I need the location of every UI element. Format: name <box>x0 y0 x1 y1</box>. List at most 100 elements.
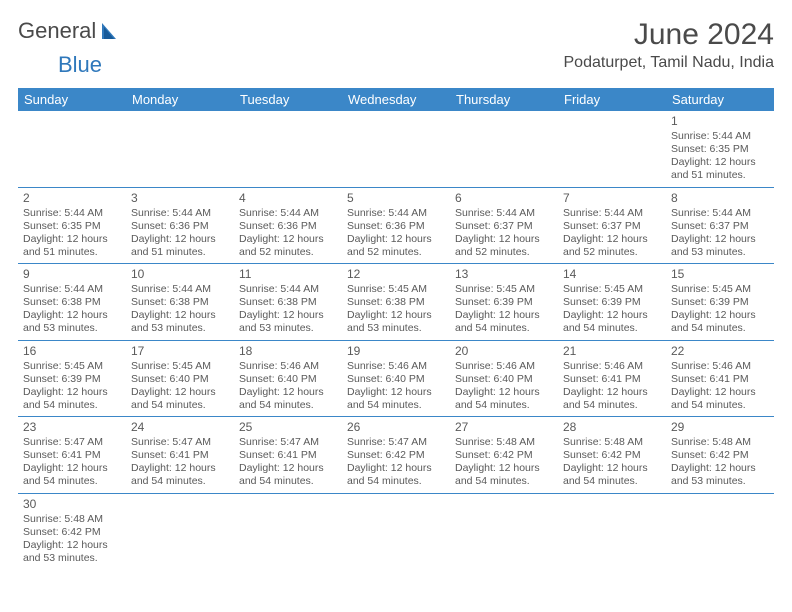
day-info-line: Sunset: 6:36 PM <box>131 220 229 233</box>
day-info-line: and 54 minutes. <box>671 399 769 412</box>
calendar-empty-cell <box>666 494 774 570</box>
day-info-line: Sunrise: 5:44 AM <box>563 207 661 220</box>
day-info-line: Daylight: 12 hours <box>563 309 661 322</box>
day-info-line: and 51 minutes. <box>131 246 229 259</box>
calendar: Sunday Monday Tuesday Wednesday Thursday… <box>18 88 774 569</box>
day-info-line: Sunset: 6:38 PM <box>347 296 445 309</box>
calendar-empty-cell <box>450 494 558 570</box>
day-info-line: Sunrise: 5:47 AM <box>239 436 337 449</box>
calendar-empty-cell <box>18 111 126 187</box>
day-info-line: Sunrise: 5:47 AM <box>347 436 445 449</box>
day-info-line: Sunset: 6:37 PM <box>563 220 661 233</box>
day-info-line: Daylight: 12 hours <box>455 233 553 246</box>
calendar-day-cell: 21Sunrise: 5:46 AMSunset: 6:41 PMDayligh… <box>558 341 666 417</box>
day-header: Thursday <box>450 88 558 111</box>
day-info-line: Daylight: 12 hours <box>347 233 445 246</box>
day-info-line: Sunrise: 5:44 AM <box>23 283 121 296</box>
day-number: 3 <box>131 191 229 206</box>
day-number: 25 <box>239 420 337 435</box>
day-info-line: and 52 minutes. <box>455 246 553 259</box>
day-info-line: and 54 minutes. <box>671 322 769 335</box>
day-info-line: and 53 minutes. <box>239 322 337 335</box>
day-info-line: Sunrise: 5:44 AM <box>671 207 769 220</box>
calendar-day-cell: 7Sunrise: 5:44 AMSunset: 6:37 PMDaylight… <box>558 188 666 264</box>
day-info-line: Daylight: 12 hours <box>455 386 553 399</box>
day-info-line: and 54 minutes. <box>23 399 121 412</box>
calendar-week-row: 30Sunrise: 5:48 AMSunset: 6:42 PMDayligh… <box>18 494 774 570</box>
sail-icon <box>100 21 122 44</box>
day-info-line: Sunset: 6:40 PM <box>455 373 553 386</box>
day-number: 13 <box>455 267 553 282</box>
day-info-line: Sunset: 6:39 PM <box>563 296 661 309</box>
day-info-line: Sunrise: 5:46 AM <box>563 360 661 373</box>
month-title: June 2024 <box>564 18 775 52</box>
day-number: 15 <box>671 267 769 282</box>
day-info-line: Sunset: 6:40 PM <box>131 373 229 386</box>
day-info-line: and 54 minutes. <box>347 475 445 488</box>
logo-text-blue: Blue <box>58 52 102 77</box>
day-info-line: Daylight: 12 hours <box>131 309 229 322</box>
day-info-line: and 54 minutes. <box>455 475 553 488</box>
day-info-line: Sunrise: 5:46 AM <box>239 360 337 373</box>
calendar-day-cell: 14Sunrise: 5:45 AMSunset: 6:39 PMDayligh… <box>558 264 666 340</box>
calendar-empty-cell <box>126 111 234 187</box>
day-info-line: Daylight: 12 hours <box>239 233 337 246</box>
calendar-day-cell: 29Sunrise: 5:48 AMSunset: 6:42 PMDayligh… <box>666 417 774 493</box>
calendar-week-row: 9Sunrise: 5:44 AMSunset: 6:38 PMDaylight… <box>18 264 774 341</box>
day-info-line: Sunrise: 5:47 AM <box>23 436 121 449</box>
day-info-line: Sunset: 6:36 PM <box>239 220 337 233</box>
day-info-line: Sunrise: 5:44 AM <box>239 207 337 220</box>
day-info-line: and 53 minutes. <box>347 322 445 335</box>
day-info-line: and 51 minutes. <box>671 169 769 182</box>
day-info-line: Daylight: 12 hours <box>23 462 121 475</box>
day-info-line: Sunset: 6:41 PM <box>131 449 229 462</box>
calendar-day-cell: 24Sunrise: 5:47 AMSunset: 6:41 PMDayligh… <box>126 417 234 493</box>
day-info-line: Sunset: 6:39 PM <box>455 296 553 309</box>
day-info-line: Daylight: 12 hours <box>563 386 661 399</box>
day-info-line: Daylight: 12 hours <box>23 309 121 322</box>
day-info-line: and 54 minutes. <box>455 399 553 412</box>
day-info-line: Sunset: 6:38 PM <box>131 296 229 309</box>
calendar-day-cell: 16Sunrise: 5:45 AMSunset: 6:39 PMDayligh… <box>18 341 126 417</box>
location: Podaturpet, Tamil Nadu, India <box>564 54 775 72</box>
calendar-day-cell: 22Sunrise: 5:46 AMSunset: 6:41 PMDayligh… <box>666 341 774 417</box>
calendar-week-row: 16Sunrise: 5:45 AMSunset: 6:39 PMDayligh… <box>18 341 774 418</box>
day-info-line: Daylight: 12 hours <box>23 386 121 399</box>
day-info-line: Daylight: 12 hours <box>671 156 769 169</box>
calendar-day-cell: 4Sunrise: 5:44 AMSunset: 6:36 PMDaylight… <box>234 188 342 264</box>
day-info-line: Sunset: 6:42 PM <box>455 449 553 462</box>
day-info-line: Daylight: 12 hours <box>347 309 445 322</box>
day-number: 21 <box>563 344 661 359</box>
day-info-line: Sunrise: 5:44 AM <box>23 207 121 220</box>
calendar-day-cell: 18Sunrise: 5:46 AMSunset: 6:40 PMDayligh… <box>234 341 342 417</box>
calendar-day-cell: 8Sunrise: 5:44 AMSunset: 6:37 PMDaylight… <box>666 188 774 264</box>
calendar-day-cell: 1Sunrise: 5:44 AMSunset: 6:35 PMDaylight… <box>666 111 774 187</box>
day-header: Friday <box>558 88 666 111</box>
day-info-line: and 54 minutes. <box>239 399 337 412</box>
day-number: 14 <box>563 267 661 282</box>
day-info-line: Sunrise: 5:44 AM <box>131 207 229 220</box>
day-info-line: Sunrise: 5:45 AM <box>455 283 553 296</box>
calendar-day-cell: 9Sunrise: 5:44 AMSunset: 6:38 PMDaylight… <box>18 264 126 340</box>
day-info-line: Sunrise: 5:48 AM <box>671 436 769 449</box>
day-info-line: and 53 minutes. <box>671 475 769 488</box>
day-info-line: Sunrise: 5:44 AM <box>347 207 445 220</box>
day-info-line: Daylight: 12 hours <box>239 386 337 399</box>
day-number: 10 <box>131 267 229 282</box>
day-info-line: and 54 minutes. <box>347 399 445 412</box>
calendar-day-cell: 12Sunrise: 5:45 AMSunset: 6:38 PMDayligh… <box>342 264 450 340</box>
day-number: 22 <box>671 344 769 359</box>
day-info-line: Daylight: 12 hours <box>347 462 445 475</box>
day-number: 4 <box>239 191 337 206</box>
day-info-line: Sunrise: 5:46 AM <box>455 360 553 373</box>
calendar-day-cell: 10Sunrise: 5:44 AMSunset: 6:38 PMDayligh… <box>126 264 234 340</box>
day-number: 2 <box>23 191 121 206</box>
calendar-day-cell: 23Sunrise: 5:47 AMSunset: 6:41 PMDayligh… <box>18 417 126 493</box>
day-info-line: Sunset: 6:39 PM <box>671 296 769 309</box>
day-info-line: Sunset: 6:42 PM <box>671 449 769 462</box>
day-info-line: Sunrise: 5:44 AM <box>131 283 229 296</box>
day-info-line: Sunset: 6:38 PM <box>23 296 121 309</box>
day-header: Sunday <box>18 88 126 111</box>
day-number: 7 <box>563 191 661 206</box>
calendar-header-row: Sunday Monday Tuesday Wednesday Thursday… <box>18 88 774 111</box>
